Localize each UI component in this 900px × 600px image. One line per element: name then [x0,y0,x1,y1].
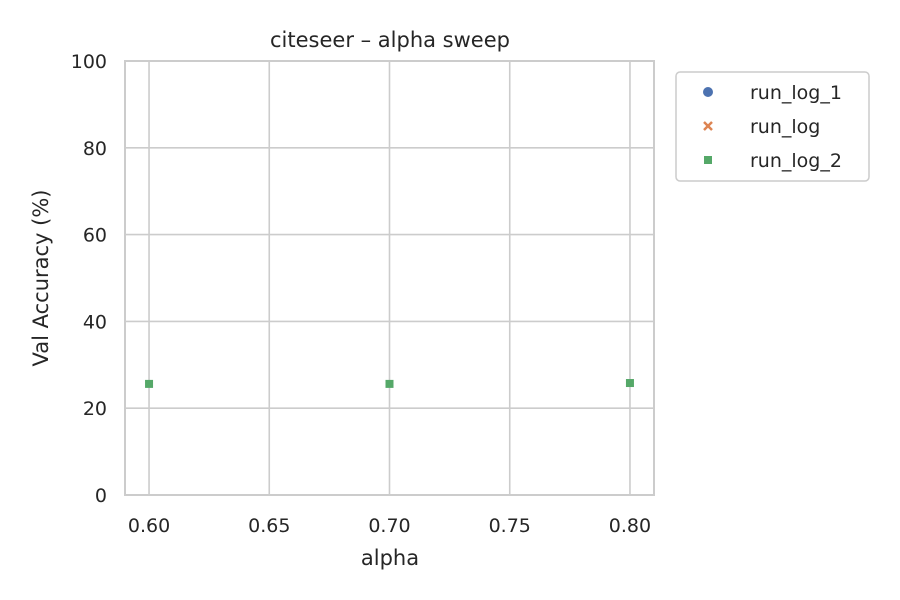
data-point [385,379,394,388]
legend: run_log_1 run_log run_log_2 [675,71,870,182]
y-tick-label: 40 [83,311,107,333]
legend-marker [704,156,712,164]
legend-label: run_log_2 [750,150,842,172]
grid [125,60,654,496]
legend-frame [675,71,870,182]
x-tick-label: 0.60 [128,515,170,537]
data-points [145,379,634,388]
plot-frame [124,60,655,496]
legend-label: run_log_1 [750,82,842,104]
y-axis-label: Val Accuracy (%) [29,189,53,366]
x-tick-label: 0.80 [609,515,651,537]
data-point [145,379,154,388]
legend-marker [703,121,713,131]
y-tick-label: 20 [83,398,107,420]
x-tick-label: 0.75 [489,515,531,537]
legend-label: run_log [750,116,820,138]
y-tick-label: 80 [83,138,107,160]
x-axis: 0.60 0.65 0.70 0.75 0.80 [128,515,651,537]
y-tick-label: 0 [95,485,107,507]
y-tick-label: 100 [71,51,107,73]
y-axis: 0 20 40 60 80 100 [71,51,107,507]
legend-marker [703,87,713,97]
x-axis-label: alpha [361,546,419,570]
x-tick-label: 0.65 [248,515,290,537]
data-point [625,379,634,388]
y-tick-label: 60 [83,225,107,247]
x-tick-label: 0.70 [368,515,410,537]
chart-title: citeseer – alpha sweep [270,28,510,52]
